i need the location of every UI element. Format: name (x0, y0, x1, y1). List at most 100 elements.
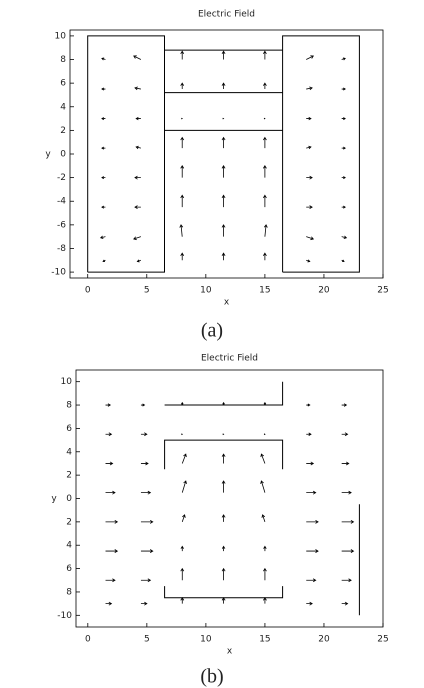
field-arrow (263, 401, 267, 406)
field-arrow (341, 87, 346, 91)
y-tick-label: 8 (66, 401, 72, 411)
field-arrow (105, 403, 112, 407)
field-arrow (263, 567, 267, 581)
field-arrow (341, 205, 346, 209)
field-arrow (306, 259, 311, 263)
field-arrow (180, 597, 185, 604)
field-arrow (341, 461, 350, 466)
field-arrow (306, 519, 319, 524)
field-arrow (306, 86, 313, 91)
y-tick-label: 4 (60, 102, 66, 112)
y-axis-label: y (45, 150, 51, 160)
field-arrow (140, 403, 146, 407)
x-tick-label: 25 (377, 635, 388, 645)
field-arrow (341, 403, 348, 407)
field-arrow (105, 519, 119, 524)
x-tick-label: 15 (259, 286, 270, 296)
field-arrow (222, 433, 225, 436)
y-tick-label: 6 (66, 564, 72, 574)
field-arrow (341, 57, 346, 61)
field-arrow (306, 236, 315, 241)
field-arrow (180, 545, 184, 552)
field-arrow (221, 50, 226, 60)
y-tick-label: 8 (60, 55, 66, 65)
plot-frame (75, 369, 384, 628)
field-arrow (306, 490, 317, 495)
field-arrow (341, 519, 355, 524)
field-arrow (134, 175, 141, 180)
field-arrow (133, 236, 141, 241)
field-arrow (262, 165, 267, 178)
field-arrow (135, 145, 141, 150)
y-tick-label: -8 (57, 244, 66, 254)
field-arrow (306, 205, 313, 210)
y-tick-label: 10 (61, 377, 73, 387)
field-arrow (180, 50, 185, 60)
y-tick-label: -10 (57, 611, 72, 621)
field-arrow (341, 235, 348, 240)
field-arrow (101, 87, 106, 91)
field-arrow (181, 480, 187, 493)
x-tick-label: 20 (318, 286, 330, 296)
conductor-outline (87, 35, 360, 273)
x-tick-label: 10 (200, 635, 212, 645)
field-arrow (221, 597, 226, 604)
y-tick-label: -4 (57, 197, 66, 207)
y-tick-label: 2 (60, 126, 66, 136)
field-arrow (341, 432, 349, 437)
field-arrow (140, 432, 148, 437)
field-arrow (101, 205, 106, 209)
field-arrow (140, 601, 148, 606)
conductor-outline (164, 381, 360, 616)
field-arrow (180, 194, 185, 208)
field-arrow (306, 549, 319, 553)
field-arrow (181, 433, 184, 436)
field-arrow (102, 259, 106, 263)
chart-title: Electric Field (198, 10, 255, 20)
y-tick-label: -10 (51, 268, 66, 278)
field-arrow (221, 165, 226, 178)
x-tick-label: 5 (144, 286, 150, 296)
field-arrow (221, 480, 226, 493)
field-arrow (306, 403, 311, 407)
field-arrow (341, 117, 346, 121)
field-arrow (140, 578, 152, 583)
field-arrow (179, 224, 184, 237)
field-arrow (306, 601, 313, 606)
field-arrow (133, 55, 142, 60)
field-arrow (262, 82, 267, 90)
field-arrow (221, 567, 226, 581)
field-arrow (105, 461, 114, 466)
field-arrow (180, 165, 185, 178)
field-arrow (105, 549, 119, 553)
y-tick-label: 4 (66, 541, 72, 551)
field-arrow (140, 519, 154, 524)
field-arrow (261, 514, 266, 522)
field-arrow (263, 545, 267, 552)
field-arrow (341, 176, 346, 180)
chart-title: Electric Field (201, 354, 258, 364)
field-arrow (105, 578, 116, 583)
field-arrow (263, 597, 267, 604)
y-tick-label: 6 (66, 424, 72, 434)
field-arrow (260, 453, 266, 464)
field-arrow (306, 116, 312, 121)
field-arrow (341, 549, 355, 553)
field-arrow (136, 259, 141, 263)
field-arrow (306, 175, 313, 180)
caption: (a) (201, 320, 223, 342)
field-arrow (181, 453, 187, 464)
field-arrow (341, 601, 349, 606)
field-arrow (221, 136, 226, 149)
field-arrow (140, 549, 154, 553)
y-tick-label: 10 (55, 31, 67, 41)
field-arrow (99, 235, 106, 240)
field-arrow (221, 82, 226, 90)
x-tick-label: 5 (144, 635, 150, 645)
field-arrow (105, 601, 113, 606)
field-arrow (221, 252, 226, 261)
field-arrow (341, 490, 352, 495)
field-arrow (222, 401, 225, 406)
y-tick-label: 2 (66, 471, 72, 481)
field-arrow (306, 145, 312, 150)
